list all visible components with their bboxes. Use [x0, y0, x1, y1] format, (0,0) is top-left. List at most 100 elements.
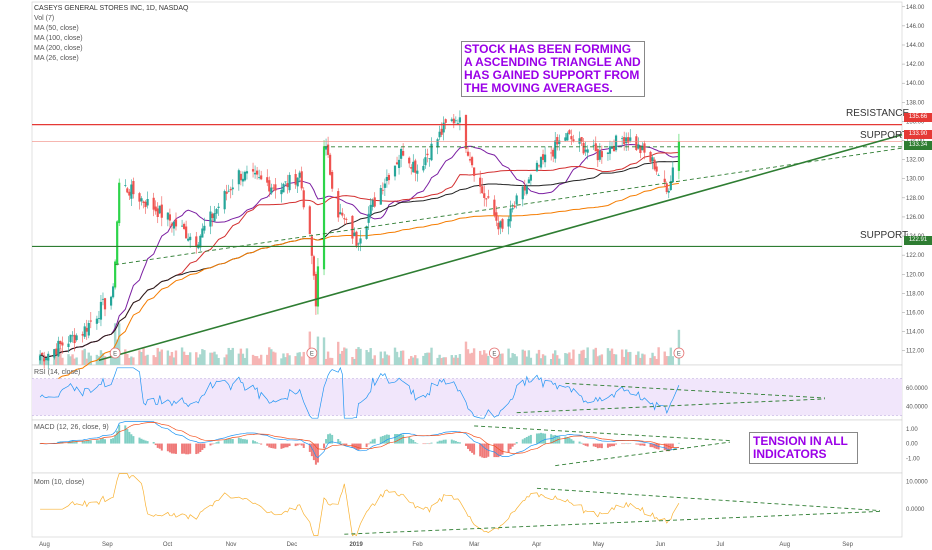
earnings-marker — [306, 347, 318, 359]
candle-body — [671, 167, 674, 183]
volume-bar — [564, 353, 567, 365]
volume-bar — [438, 354, 441, 365]
volume-bar — [501, 353, 504, 365]
candle-body — [677, 141, 681, 171]
candle-body — [67, 343, 70, 347]
candle-body — [166, 212, 169, 220]
macd-histogram-bar — [383, 435, 386, 444]
macd-histogram-bar — [677, 442, 680, 444]
candle-body — [274, 184, 277, 191]
rsi-band — [32, 378, 902, 416]
macd-histogram-bar — [282, 443, 285, 449]
candle-body — [345, 219, 348, 220]
macd-histogram-bar — [116, 430, 119, 444]
volume-bar — [371, 358, 374, 365]
x-tick-label: Apr — [532, 542, 541, 548]
candle-body — [511, 208, 514, 210]
macd-histogram-bar — [280, 443, 283, 449]
volume-bar — [612, 354, 616, 365]
candle-body — [81, 334, 84, 336]
volume-bar — [286, 353, 289, 365]
macd-histogram-bar — [464, 443, 467, 446]
candle-body — [479, 177, 482, 187]
price-tick-label: 116.00 — [906, 310, 925, 316]
macd-histogram-bar — [296, 443, 299, 446]
momentum-line — [40, 473, 680, 537]
macd-histogram-bar — [564, 436, 567, 444]
volume-bar — [69, 356, 72, 365]
volume-bar — [203, 350, 206, 365]
volume-bar — [416, 358, 419, 365]
macd-histogram-bar — [146, 441, 149, 444]
candle-body — [610, 148, 614, 149]
candle-body — [651, 157, 654, 162]
macd-histogram-bar — [513, 443, 516, 445]
macd-histogram-bar — [339, 441, 342, 444]
candle-body — [452, 118, 455, 124]
macd-histogram-bar — [343, 443, 346, 445]
price-tick-label: 128.00 — [906, 196, 925, 202]
volume-bar — [468, 353, 472, 365]
candle-body — [606, 152, 610, 154]
macd-histogram-bar — [337, 439, 340, 444]
volume-bar — [197, 357, 200, 365]
macd-histogram-bar — [509, 443, 512, 450]
volume-bar — [109, 351, 113, 365]
macd-histogram-bar — [89, 440, 92, 444]
macd-histogram-bar — [229, 438, 232, 444]
candle-body — [657, 175, 660, 177]
volume-bar — [166, 350, 170, 365]
candle-body — [655, 166, 658, 172]
candle-body — [168, 214, 172, 221]
volume-bar — [539, 358, 543, 365]
candle-body — [112, 286, 115, 298]
macd-histogram-bar — [471, 443, 474, 453]
macd-histogram-bar — [627, 443, 630, 445]
macd-histogram-bar — [124, 425, 127, 444]
volume-bar — [44, 358, 48, 365]
macd-panel-label: MACD (12, 26, close, 9) — [34, 424, 109, 431]
macd-histogram-bar — [621, 443, 624, 445]
candle-body — [215, 209, 218, 214]
candle-body — [539, 156, 543, 168]
volume-bar — [87, 352, 90, 365]
candle-body — [643, 143, 646, 153]
volume-bar — [620, 349, 624, 365]
candle-body — [663, 178, 666, 183]
candle-body — [493, 199, 496, 216]
candle-body — [180, 225, 184, 227]
volume-bar — [643, 354, 646, 365]
candle-body — [142, 201, 145, 203]
volume-bar — [452, 357, 456, 365]
macd-histogram-bar — [156, 443, 159, 448]
volume-bar — [227, 347, 230, 365]
macd-histogram-bar — [168, 443, 171, 453]
candle-body — [203, 225, 206, 231]
macd-histogram-bar — [132, 436, 135, 444]
volume-bar — [99, 350, 103, 365]
macd-histogram-bar — [215, 442, 218, 444]
candle-body — [383, 183, 386, 188]
candle-body — [138, 193, 141, 202]
volume-bar — [97, 356, 101, 365]
volume-bar — [186, 354, 190, 365]
macd-histogram-bar — [667, 443, 670, 452]
candle-body — [97, 318, 101, 319]
support-upper-price-tag: 133.34 — [904, 141, 932, 150]
macd-histogram-bar — [479, 443, 482, 457]
macd-histogram-bar — [199, 443, 202, 452]
candle-body — [444, 119, 447, 123]
macd-histogram-bar — [568, 437, 571, 444]
macd-histogram-bar — [414, 442, 417, 444]
volume-bar — [195, 352, 198, 365]
candle-body — [552, 149, 555, 157]
candle-body — [114, 261, 117, 288]
volume-bar — [324, 358, 328, 365]
candle-body — [286, 183, 289, 188]
macd-histogram-bar — [611, 443, 613, 447]
macd-histogram-bar — [586, 443, 589, 447]
macd-histogram-bar — [385, 434, 388, 444]
macd-histogram-bar — [325, 439, 328, 444]
price-tick-label: 140.00 — [906, 81, 925, 87]
candle-body — [623, 137, 626, 145]
